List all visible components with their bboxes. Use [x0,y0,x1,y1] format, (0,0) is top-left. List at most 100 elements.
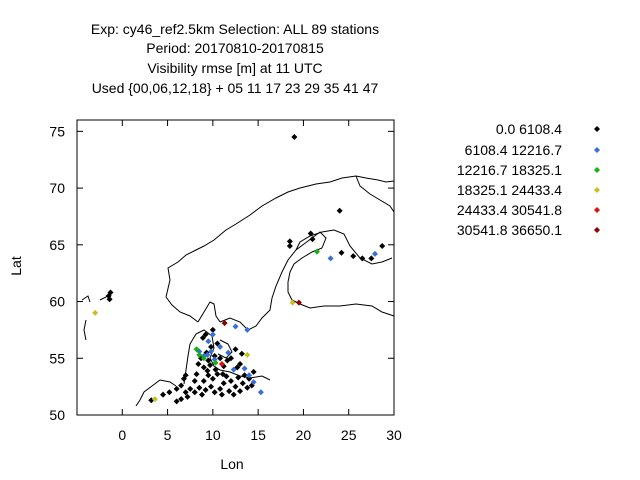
station-point [205,357,212,364]
station-point [227,377,234,384]
station-point [246,372,253,379]
station-point [359,255,366,262]
station-point [217,355,224,362]
x-tick-label: 5 [164,427,172,443]
station-point [218,360,225,367]
legend-label-3: 18325.1 24433.4 [456,182,562,198]
y-tick-label: 50 [49,407,65,423]
station-point [371,250,378,257]
station-point [214,340,221,347]
station-point [219,371,226,378]
y-axis-label: Lat [8,256,24,276]
station-point [166,389,173,396]
station-point [250,379,257,386]
title-line-3: Visibility rmse [m] at 11 UTC [147,60,323,76]
station-point [193,371,200,378]
station-point [191,389,198,396]
station-point [336,207,343,214]
legend-marker [594,187,600,193]
station-point [200,355,207,362]
legend-label-0: 0.0 6108.4 [495,121,562,137]
station-point [289,299,296,306]
station-point [205,338,212,345]
plot-axes: 0 5 10 15 20 25 30 50 55 60 65 70 75 [49,119,402,443]
legend-label-5: 30541.8 36650.1 [456,222,562,238]
legend-marker [594,167,600,173]
station-point [173,385,180,392]
station-point [173,398,180,405]
station-point [209,331,216,338]
station-point [224,357,231,364]
station-point [221,320,228,327]
station-point [237,388,244,395]
station-point [244,384,251,391]
station-point [187,385,194,392]
station-point [257,389,264,396]
station-point [218,391,225,398]
station-point [350,253,357,260]
plot-frame [76,119,395,416]
title-line-1: Exp: cy46_ref2.5km Selection: ALL 89 sta… [90,21,380,37]
station-point [207,362,214,369]
station-point [286,242,293,249]
station-point [232,383,239,390]
legend-marker [594,126,600,132]
station-point [184,393,191,400]
station-point [209,375,216,382]
station-point [196,384,203,391]
station-point [182,389,189,396]
station-point [211,389,218,396]
station-point [244,351,251,358]
station-point [314,248,321,255]
station-point [178,382,185,389]
station-point [217,385,224,392]
station-points [92,134,386,405]
legend-marker [594,147,600,153]
title-line-2: Period: 20170810-20170815 [146,40,324,56]
station-point [307,230,314,237]
station-point [151,396,158,403]
station-point [204,367,211,374]
station-point [182,372,189,379]
station-point [230,391,237,398]
station-point [338,249,345,256]
station-point [235,374,242,381]
station-point [199,334,206,341]
station-point [200,364,207,371]
legend-marker [594,227,600,233]
y-tick-label: 60 [49,294,65,310]
station-point [246,375,253,382]
x-tick-label: 0 [118,427,126,443]
station-point [193,346,200,353]
station-point [232,346,239,353]
station-point [309,236,316,243]
station-point [160,391,167,398]
station-point [191,377,198,384]
station-point [214,371,221,378]
station-point [202,387,209,394]
station-point [195,360,202,367]
station-point [212,359,219,366]
x-tick-label: 25 [341,427,357,443]
station-point [232,323,239,330]
station-point [244,326,251,333]
station-point [105,292,112,299]
title-line-4: Used {00,06,12,18} + 05 11 17 23 29 35 4… [91,80,379,96]
station-point [209,326,216,333]
x-tick-label: 10 [205,427,221,443]
station-point [220,380,227,387]
station-point [379,242,386,249]
x-tick-label: 30 [386,427,402,443]
station-point [208,343,215,350]
station-point [241,365,248,372]
y-tick-label: 70 [49,180,65,196]
station-point [230,366,237,373]
station-point [196,351,203,358]
x-axis-label: Lon [220,456,244,472]
x-tick-label: 20 [296,427,312,443]
legend-label-2: 12216.7 18325.1 [456,162,562,178]
station-point [241,372,248,379]
station-point [217,343,224,350]
y-tick-label: 55 [49,350,65,366]
legend-marker [594,207,600,213]
